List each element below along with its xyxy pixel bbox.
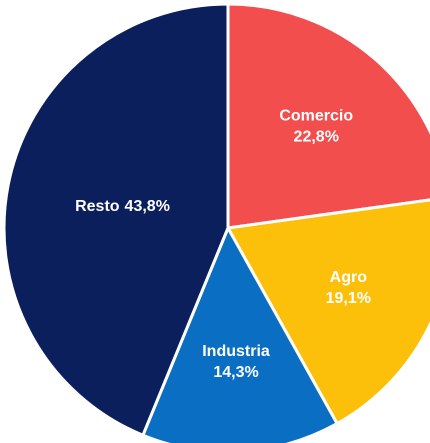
slice-name: Industria — [202, 343, 270, 360]
slice-label: Industria 14,3% — [202, 343, 270, 381]
slice-label: Agro 19,1% — [326, 269, 371, 307]
slice-value: 22,8% — [294, 129, 339, 146]
pie-slice — [141, 226, 339, 443]
slice-name: Comercio — [279, 108, 353, 125]
pie-slice — [2, 2, 230, 437]
slice-value: 43,8% — [125, 198, 170, 215]
pie-slice — [226, 2, 430, 230]
slice-value: 19,1% — [326, 290, 371, 307]
slice-label: Resto 43,8% — [75, 198, 170, 215]
slice-label: Comercio 22,8% — [279, 108, 353, 146]
pie-slice — [226, 198, 430, 426]
slice-name: Agro — [330, 269, 368, 286]
slice-value: 14,3% — [213, 364, 258, 381]
slice-name: Resto — [75, 198, 120, 215]
